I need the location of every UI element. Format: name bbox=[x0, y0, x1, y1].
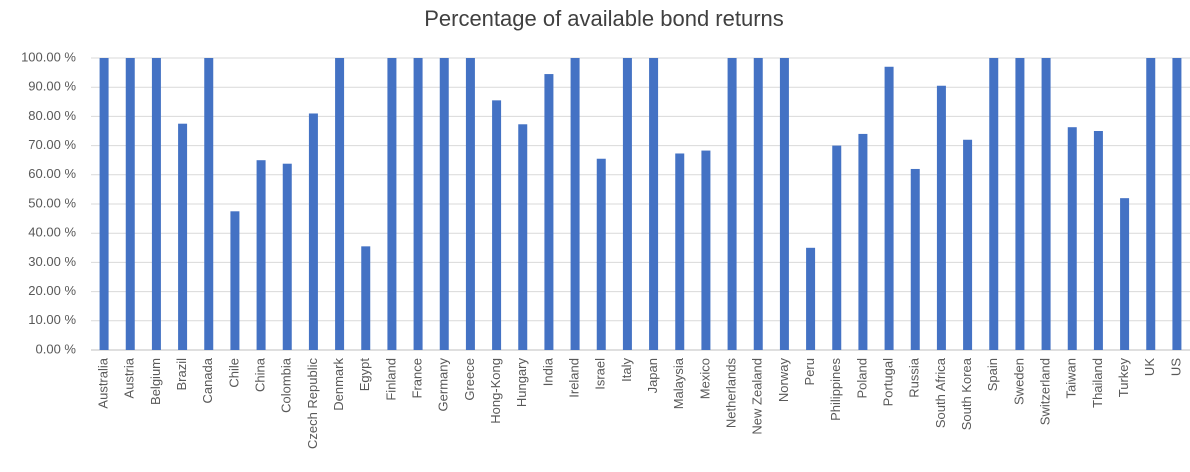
bar bbox=[622, 58, 632, 350]
bar bbox=[649, 58, 659, 350]
bar bbox=[727, 58, 737, 350]
bar bbox=[99, 58, 109, 350]
bar bbox=[1146, 58, 1156, 350]
x-tick-label: Portugal bbox=[881, 358, 896, 407]
x-tick-label: China bbox=[253, 357, 268, 392]
y-tick-label: 80.00 % bbox=[28, 108, 76, 123]
bar bbox=[596, 158, 606, 350]
x-tick-label: Egypt bbox=[357, 358, 372, 392]
bar bbox=[413, 58, 423, 350]
x-tick-label: Japan bbox=[645, 358, 660, 393]
y-tick-label: 10.00 % bbox=[28, 312, 76, 327]
x-tick-label: Taiwan bbox=[1064, 358, 1079, 398]
bar bbox=[806, 247, 816, 350]
x-tick-label: Ireland bbox=[567, 358, 582, 398]
bar bbox=[963, 139, 973, 350]
y-tick-label: 100.00 % bbox=[21, 49, 76, 64]
x-tick-label: France bbox=[410, 358, 425, 398]
bar bbox=[1067, 127, 1077, 350]
x-tick-label: Czech Republic bbox=[305, 358, 320, 450]
x-tick-label: Switzerland bbox=[1038, 358, 1053, 425]
y-tick-label: 30.00 % bbox=[28, 254, 76, 269]
y-tick-label: 70.00 % bbox=[28, 137, 76, 152]
x-tick-label: US bbox=[1168, 358, 1183, 376]
bar bbox=[492, 100, 502, 350]
bar bbox=[832, 145, 842, 350]
x-tick-label: Mexico bbox=[697, 358, 712, 399]
bar bbox=[387, 58, 397, 350]
x-tick-label: Brazil bbox=[174, 358, 189, 391]
bar bbox=[1041, 58, 1051, 350]
y-tick-label: 40.00 % bbox=[28, 225, 76, 240]
x-tick-label: Italy bbox=[619, 358, 634, 382]
x-tick-label: Poland bbox=[854, 358, 869, 398]
y-tick-label: 90.00 % bbox=[28, 79, 76, 94]
x-tick-label: New Zealand bbox=[750, 358, 765, 435]
x-tick-label: Norway bbox=[776, 358, 791, 403]
x-tick-label: Philippines bbox=[828, 358, 843, 421]
x-tick-label: Turkey bbox=[1116, 358, 1131, 398]
bar bbox=[361, 246, 371, 350]
bar bbox=[544, 74, 554, 350]
bar bbox=[1093, 131, 1103, 350]
bar bbox=[465, 58, 475, 350]
x-tick-label: Malaysia bbox=[671, 357, 686, 409]
bar bbox=[1172, 58, 1182, 350]
x-tick-label: Germany bbox=[436, 358, 451, 412]
bar bbox=[125, 58, 135, 350]
bar bbox=[335, 58, 345, 350]
bar bbox=[753, 58, 763, 350]
bar bbox=[936, 85, 946, 351]
x-tick-label: Greece bbox=[462, 358, 477, 401]
x-tick-label: Chile bbox=[226, 358, 241, 388]
bar bbox=[282, 163, 292, 350]
bar bbox=[884, 66, 894, 350]
x-tick-label: Sweden bbox=[1011, 358, 1026, 405]
bar bbox=[779, 58, 789, 350]
x-tick-label: UK bbox=[1142, 358, 1157, 376]
x-tick-label: Hungary bbox=[514, 358, 529, 408]
x-tick-label: Russia bbox=[907, 357, 922, 398]
bar bbox=[256, 160, 266, 350]
y-tick-label: 0.00 % bbox=[36, 341, 77, 356]
x-tick-label: Denmark bbox=[331, 358, 346, 411]
y-tick-label: 60.00 % bbox=[28, 166, 76, 181]
x-tick-label: Israel bbox=[593, 358, 608, 390]
bar bbox=[910, 168, 920, 350]
x-tick-label: Belgium bbox=[148, 358, 163, 405]
x-tick-label: Australia bbox=[96, 357, 111, 408]
bar bbox=[858, 133, 868, 350]
x-tick-label: Netherlands bbox=[724, 358, 739, 429]
x-tick-label: Peru bbox=[802, 358, 817, 385]
x-tick-label: Thailand bbox=[1090, 358, 1105, 408]
bar bbox=[989, 58, 999, 350]
bar bbox=[308, 113, 318, 350]
bar bbox=[1015, 58, 1025, 350]
chart-title: Percentage of available bond returns bbox=[424, 6, 784, 31]
y-tick-label: 20.00 % bbox=[28, 283, 76, 298]
x-tick-label: Colombia bbox=[279, 357, 294, 413]
bar bbox=[570, 58, 580, 350]
bar bbox=[204, 58, 214, 350]
y-tick-label: 50.00 % bbox=[28, 195, 76, 210]
bar bbox=[1120, 198, 1130, 350]
x-tick-label: South Africa bbox=[933, 357, 948, 428]
x-tick-label: Canada bbox=[200, 357, 215, 403]
x-tick-label: South Korea bbox=[959, 357, 974, 430]
bar bbox=[701, 150, 711, 350]
bar bbox=[230, 211, 240, 350]
x-tick-label: Austria bbox=[122, 357, 137, 398]
bar bbox=[178, 123, 188, 350]
x-tick-label: India bbox=[540, 357, 555, 386]
x-tick-label: Hong-Kong bbox=[488, 358, 503, 424]
bar bbox=[518, 124, 528, 350]
x-tick-label: Finland bbox=[383, 358, 398, 401]
bar bbox=[675, 153, 685, 350]
x-tick-label: Spain bbox=[985, 358, 1000, 391]
bar bbox=[151, 58, 161, 350]
bar bbox=[439, 58, 449, 350]
